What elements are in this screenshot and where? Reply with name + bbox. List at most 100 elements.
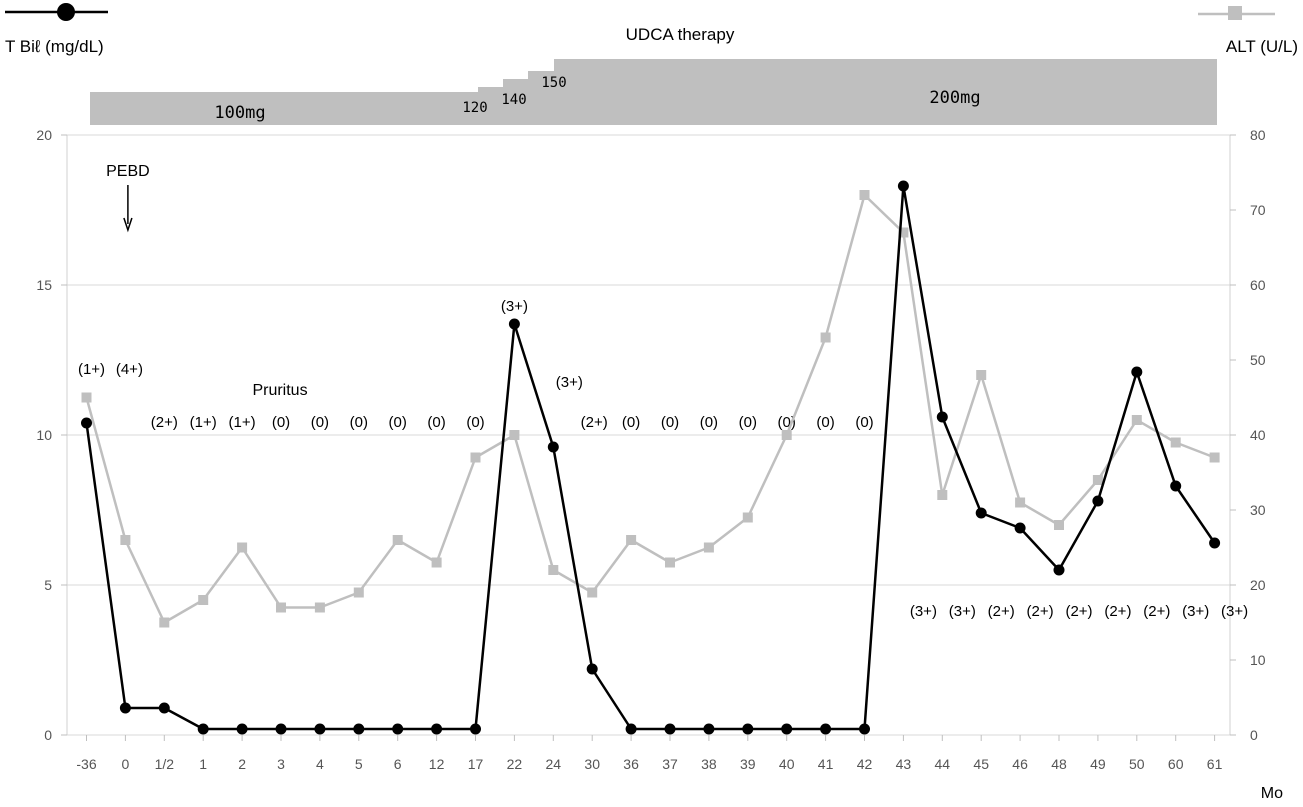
pruritus-grade: (0) [816, 414, 834, 431]
x-tick-label: 5 [355, 756, 363, 772]
data-point [1209, 452, 1220, 463]
left-axis-label: T Biℓ (mg/dL) [5, 37, 104, 56]
dose-label-100mg: 100mg [214, 103, 265, 123]
right-tick-label: 50 [1250, 352, 1266, 368]
x-tick-label: 61 [1207, 756, 1223, 772]
x-tick-label: 60 [1168, 756, 1184, 772]
x-tick-label: 45 [973, 756, 989, 772]
left-tick-label: 10 [36, 427, 52, 443]
pruritus-annotations: (1+) (4+) (2+) (1+) (1+) (0) (0) (0) (0) (0) (0) (3… [78, 298, 1248, 620]
data-point [198, 595, 209, 605]
right-axis-label: ALT (U/L) [1226, 37, 1298, 56]
data-point [781, 430, 792, 440]
pruritus-grade: (2+) [581, 414, 608, 431]
data-point [976, 370, 987, 380]
data-point [314, 602, 325, 613]
data-point [820, 332, 831, 343]
data-point [431, 723, 443, 735]
left-tick-label: 5 [44, 577, 52, 593]
x-tick-label: 46 [1012, 756, 1028, 772]
x-tick-label: 4 [316, 756, 324, 772]
x-tick-label: 3 [277, 756, 285, 772]
pruritus-grade: (2+) [1065, 603, 1092, 620]
pebd-label: PEBD [106, 163, 150, 180]
data-point [470, 723, 481, 735]
data-point [508, 318, 520, 330]
x-tick-label: 49 [1090, 756, 1106, 772]
data-point [1209, 537, 1221, 549]
right-tick-label: 60 [1250, 277, 1266, 293]
chart-title: UDCA therapy [626, 25, 735, 44]
series-line [85, 184, 1216, 731]
data-point [1092, 495, 1104, 507]
pruritus-grade: (1+) [190, 414, 217, 431]
pruritus-grade: (0) [427, 414, 445, 431]
x-tick-label: 43 [896, 756, 912, 772]
data-point [353, 723, 365, 735]
data-point [859, 723, 870, 735]
data-point [1092, 475, 1103, 485]
right-tick-label: 70 [1250, 202, 1266, 218]
data-point [119, 702, 131, 714]
series-alt [81, 190, 1220, 628]
data-point [509, 430, 520, 440]
pruritus-label: Pruritus [252, 382, 307, 399]
data-point [586, 663, 598, 675]
pruritus-grade: (0) [622, 414, 640, 431]
x-tick-label: 24 [546, 756, 562, 772]
data-point [392, 535, 403, 545]
pruritus-grade: (2+) [1027, 603, 1054, 620]
left-tick-label: 20 [36, 127, 52, 143]
data-point [936, 411, 948, 423]
right-tick-label: 40 [1250, 427, 1266, 443]
x-tick-label: 50 [1129, 756, 1145, 772]
pruritus-grade: (3+) [1221, 603, 1248, 620]
pruritus-grade: (0) [661, 414, 679, 431]
data-point [1054, 520, 1064, 530]
gridlines [67, 134, 1230, 736]
data-point [197, 723, 209, 735]
pruritus-grade: (0) [466, 414, 484, 431]
pruritus-grade: (0) [739, 414, 757, 431]
x-tick-label: 41 [818, 756, 834, 772]
data-point [742, 723, 754, 735]
series-layer [81, 180, 1221, 735]
data-point [158, 702, 170, 714]
data-point [314, 723, 326, 735]
pruritus-grade: (1+) [78, 361, 105, 378]
data-point [548, 565, 559, 575]
data-point [781, 723, 793, 735]
x-tick-label: 44 [935, 756, 951, 772]
pruritus-grade: (0) [272, 414, 290, 431]
data-point [1015, 497, 1026, 508]
data-point [664, 723, 676, 735]
data-point [1170, 480, 1182, 492]
data-point [626, 535, 637, 545]
data-point [275, 723, 287, 735]
legend-alt-marker [1228, 6, 1242, 20]
x-tick-label: -36 [76, 756, 96, 772]
left-tick-label: 15 [36, 277, 52, 293]
x-tick-label: 36 [623, 756, 639, 772]
x-tick-label: 37 [662, 756, 678, 772]
data-point [587, 587, 598, 598]
x-tick-label: 12 [429, 756, 445, 772]
data-point [353, 587, 364, 598]
pruritus-grade: (3+) [501, 298, 528, 315]
pruritus-grade: (2+) [1143, 603, 1170, 620]
data-point [703, 542, 714, 553]
x-tick-label: 42 [857, 756, 873, 772]
data-point [820, 723, 832, 735]
x-tick-label: 0 [122, 756, 130, 772]
data-point [547, 441, 559, 453]
x-tick-label: 6 [394, 756, 402, 772]
x-tick-label: 40 [779, 756, 795, 772]
pruritus-grade: (1+) [229, 414, 256, 431]
right-axis-ticks: 0 10 20 30 40 50 60 70 80 [1230, 127, 1266, 743]
pruritus-grade: (3+) [556, 374, 583, 391]
data-point [431, 557, 442, 568]
right-tick-label: 80 [1250, 127, 1266, 143]
x-tick-label: 39 [740, 756, 756, 772]
pruritus-grade: (0) [311, 414, 329, 431]
